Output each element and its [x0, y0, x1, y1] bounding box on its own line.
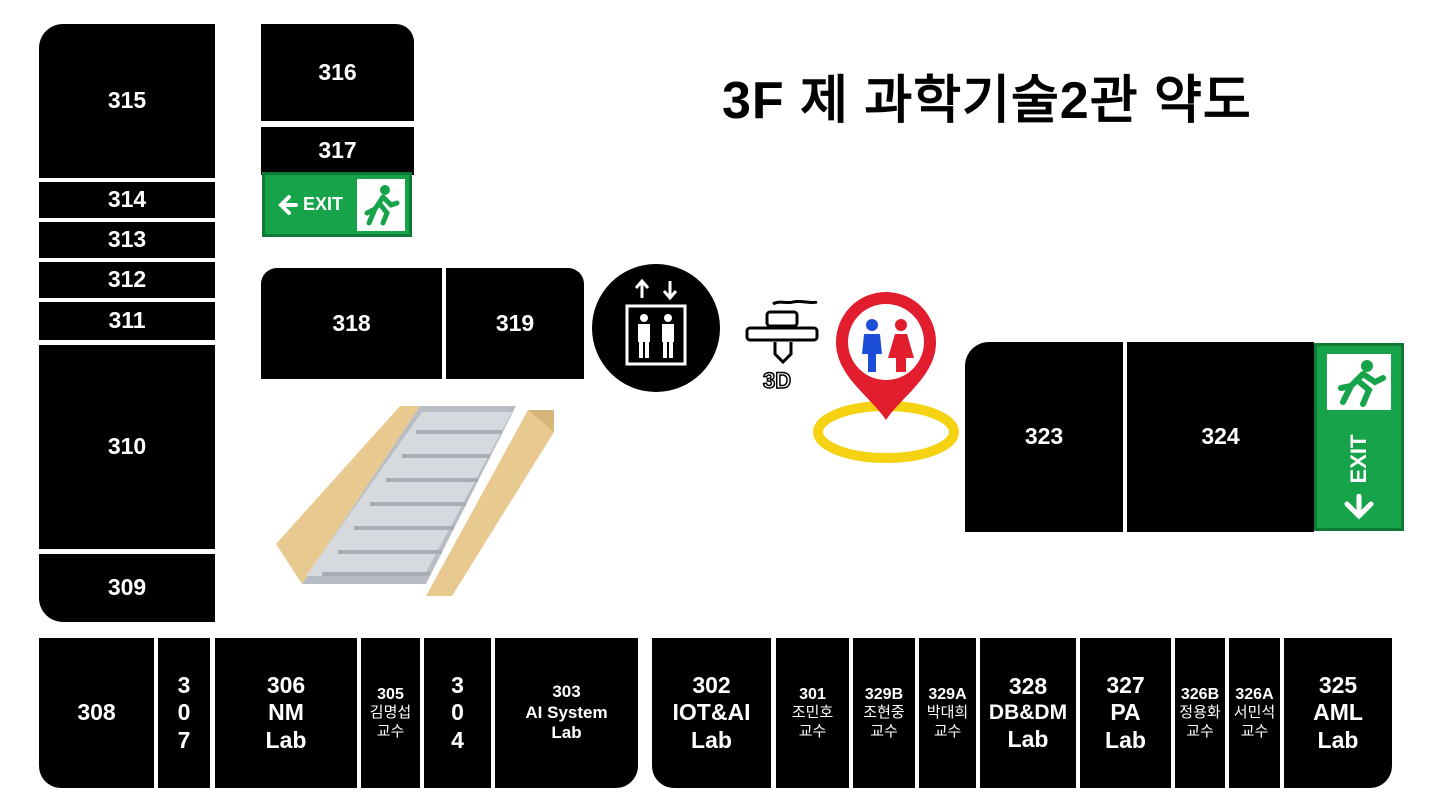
- room-306-name: NM: [268, 699, 304, 727]
- room-327-number: 327: [1106, 672, 1144, 700]
- room-326b-title: 교수: [1186, 723, 1214, 742]
- restroom-pin-icon[interactable]: [808, 292, 964, 464]
- 3d-label: 3D: [763, 368, 791, 393]
- room-313[interactable]: 313: [39, 222, 215, 258]
- room-305[interactable]: 305 김명섭 교수: [361, 638, 420, 788]
- room-312[interactable]: 312: [39, 262, 215, 298]
- room-328-number: 328: [1009, 673, 1047, 701]
- room-314-label: 314: [108, 186, 146, 214]
- room-313-label: 313: [108, 226, 146, 254]
- map-title: 3F 제 과학기술2관 약도: [722, 58, 1302, 133]
- room-309-label: 309: [108, 574, 146, 602]
- room-309[interactable]: 309: [39, 554, 215, 622]
- room-329a-number: 329A: [928, 685, 966, 704]
- room-324-label: 324: [1201, 423, 1239, 451]
- room-329a-title: 교수: [934, 723, 962, 742]
- room-301-number: 301: [799, 685, 826, 704]
- room-327[interactable]: 327 PA Lab: [1080, 638, 1171, 788]
- room-323-label: 323: [1025, 423, 1063, 451]
- exit-sign-left: EXIT: [262, 172, 412, 237]
- room-326a-name: 서민석: [1234, 704, 1275, 723]
- room-306-lab: Lab: [266, 727, 307, 755]
- room-310[interactable]: 310: [39, 345, 215, 549]
- room-328[interactable]: 328 DB&DM Lab: [980, 638, 1076, 788]
- room-308-label: 308: [77, 699, 115, 727]
- room-329a[interactable]: 329A 박대희 교수: [919, 638, 976, 788]
- exit-running-man-icon: [1327, 354, 1391, 410]
- room-304-label: 0: [451, 699, 464, 727]
- room-304[interactable]: 3 0 4: [424, 638, 491, 788]
- room-326b[interactable]: 326B 정용화 교수: [1175, 638, 1225, 788]
- exit-sign-right: EXIT: [1314, 343, 1404, 531]
- room-302[interactable]: 302 IOT&AI Lab: [652, 638, 771, 788]
- room-308[interactable]: 308: [39, 638, 154, 788]
- room-315[interactable]: 315: [39, 24, 215, 178]
- room-325-number: 325: [1319, 672, 1357, 700]
- room-327-name: PA: [1110, 699, 1140, 727]
- room-317[interactable]: 317: [261, 127, 414, 175]
- room-305-title: 교수: [377, 723, 405, 742]
- exit-running-man-icon: [357, 179, 405, 231]
- elevator-icon[interactable]: [592, 264, 720, 392]
- room-326a[interactable]: 326A 서민석 교수: [1229, 638, 1280, 788]
- room-318[interactable]: 318: [261, 268, 442, 379]
- exit-label: EXIT: [1346, 427, 1372, 491]
- room-306-number: 306: [267, 672, 305, 700]
- room-319-label: 319: [496, 310, 534, 338]
- room-324[interactable]: 324: [1127, 342, 1314, 532]
- room-328-name: DB&DM: [989, 700, 1067, 725]
- arrow-left-icon: [271, 190, 301, 220]
- room-329a-name: 박대희: [927, 704, 968, 723]
- room-304-label: 3: [451, 672, 464, 700]
- arrow-down-icon: [1339, 494, 1379, 524]
- room-307-label: 3: [178, 672, 191, 700]
- room-302-lab: Lab: [691, 727, 732, 755]
- room-307-label: 0: [178, 699, 191, 727]
- room-312-label: 312: [108, 266, 146, 294]
- room-328-lab: Lab: [1008, 726, 1049, 754]
- room-303-number: 303: [552, 682, 580, 702]
- room-326b-name: 정용화: [1179, 704, 1220, 723]
- room-305-number: 305: [377, 685, 404, 704]
- room-305-name: 김명섭: [370, 704, 411, 723]
- room-317-label: 317: [318, 137, 356, 165]
- room-301-title: 교수: [799, 723, 827, 742]
- room-327-lab: Lab: [1105, 727, 1146, 755]
- room-311-label: 311: [108, 307, 145, 335]
- room-329b-number: 329B: [865, 685, 903, 704]
- room-315-label: 315: [108, 87, 146, 115]
- room-326a-title: 교수: [1241, 723, 1269, 742]
- room-325-name: AML: [1313, 699, 1363, 727]
- room-325-lab: Lab: [1318, 727, 1359, 755]
- room-303[interactable]: 303 AI System Lab: [495, 638, 638, 788]
- room-314[interactable]: 314: [39, 182, 215, 218]
- room-304-label: 4: [451, 727, 464, 755]
- room-329b-title: 교수: [870, 723, 898, 742]
- room-329b[interactable]: 329B 조현중 교수: [853, 638, 915, 788]
- room-323[interactable]: 323: [965, 342, 1123, 532]
- room-302-number: 302: [692, 672, 730, 700]
- room-302-name: IOT&AI: [673, 699, 751, 727]
- room-318-label: 318: [332, 310, 370, 338]
- room-329b-name: 조현중: [863, 704, 904, 723]
- room-301[interactable]: 301 조민호 교수: [776, 638, 849, 788]
- room-301-name: 조민호: [792, 704, 833, 723]
- exit-label: EXIT: [303, 194, 343, 215]
- room-326b-number: 326B: [1181, 685, 1219, 704]
- room-319[interactable]: 319: [446, 268, 584, 379]
- room-307[interactable]: 3 0 7: [158, 638, 210, 788]
- room-303-name: AI System: [525, 703, 607, 723]
- room-311[interactable]: 311: [39, 302, 215, 340]
- stairs-icon: [276, 404, 556, 600]
- room-316-label: 316: [318, 59, 356, 87]
- room-310-label: 310: [108, 433, 146, 461]
- room-326a-number: 326A: [1235, 685, 1273, 704]
- room-325[interactable]: 325 AML Lab: [1284, 638, 1392, 788]
- room-316[interactable]: 316: [261, 24, 414, 121]
- room-306[interactable]: 306 NM Lab: [215, 638, 357, 788]
- room-307-label: 7: [178, 727, 191, 755]
- room-303-lab: Lab: [551, 723, 581, 743]
